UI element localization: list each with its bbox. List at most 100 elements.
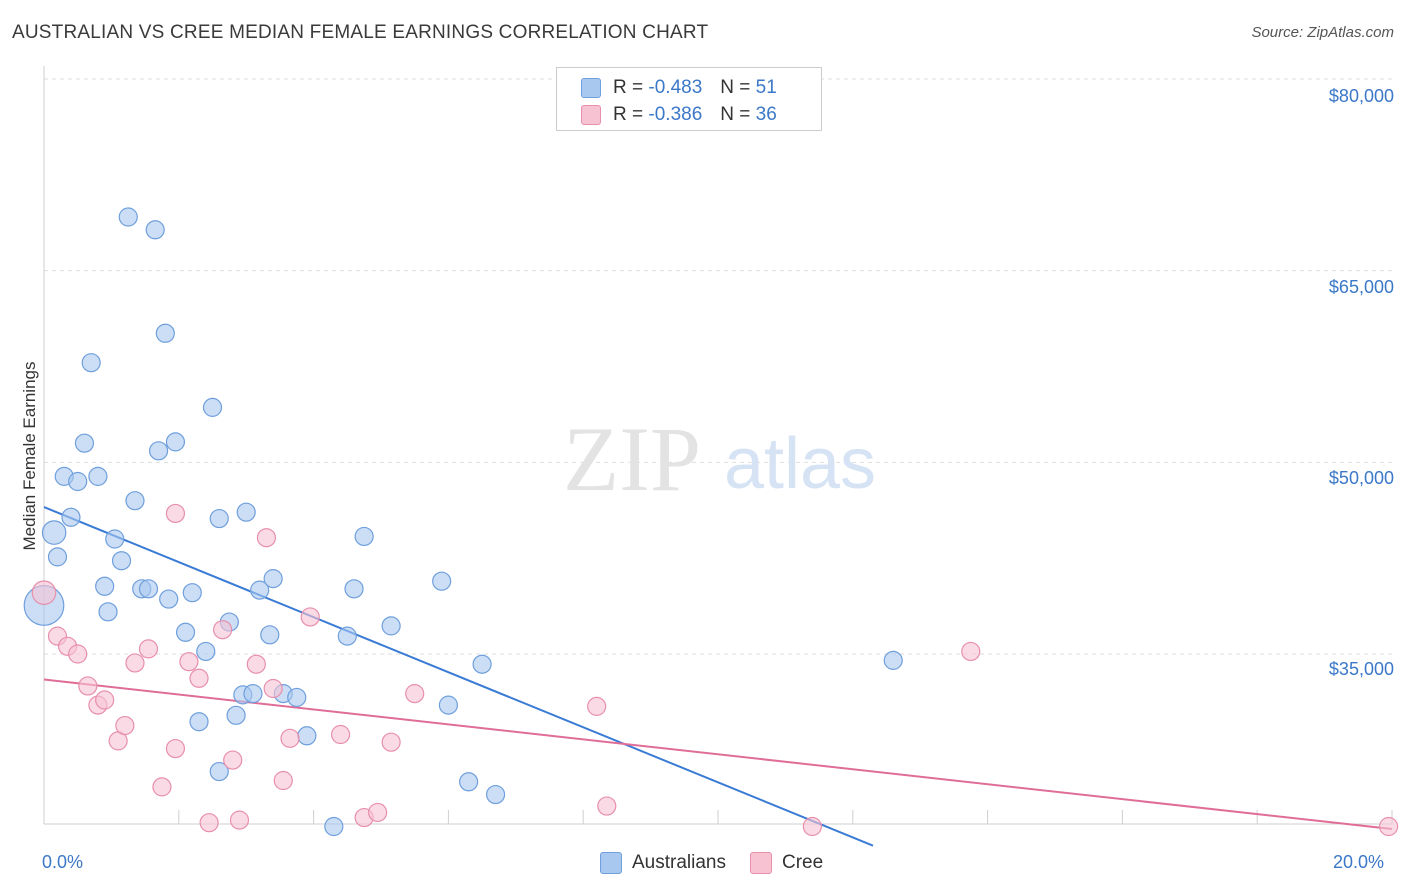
data-point [381, 616, 401, 636]
data-point [68, 471, 88, 492]
data-point [148, 441, 169, 461]
data-point [209, 761, 229, 782]
data-point [202, 397, 223, 417]
data-point [280, 728, 300, 748]
data-point [263, 678, 283, 699]
cree-swatch-icon [750, 852, 772, 874]
data-point [138, 639, 159, 659]
data-point [61, 507, 81, 527]
data-point [125, 491, 145, 511]
data-point [287, 687, 307, 708]
r-label: R = [613, 104, 644, 125]
data-point [337, 626, 357, 646]
data-point [111, 551, 132, 571]
data-point [78, 676, 98, 696]
data-point [138, 579, 159, 599]
data-point [246, 654, 266, 674]
data-point [152, 777, 172, 797]
data-point [260, 625, 280, 645]
x-tick-label: 20.0% [1333, 852, 1385, 872]
data-point [226, 705, 246, 725]
data-point [472, 654, 492, 674]
data-point [175, 622, 196, 642]
n-label: N = [720, 104, 751, 125]
data-point [189, 668, 209, 688]
data-point [199, 813, 219, 833]
data-point [243, 684, 263, 704]
data-point [88, 466, 108, 486]
data-point [165, 503, 186, 524]
y-tick-label: $65,000 [1328, 277, 1394, 297]
data-point [95, 576, 115, 596]
n-label: N = [720, 77, 751, 98]
data-point [105, 529, 125, 549]
y-tick-label: $50,000 [1328, 468, 1394, 488]
data-point [297, 726, 317, 746]
data-point [883, 650, 903, 670]
data-point [81, 353, 101, 373]
data-point [165, 432, 186, 452]
australians-swatch-icon [581, 78, 601, 98]
data-point [354, 526, 374, 547]
gridlines [44, 78, 1392, 655]
data-point [189, 712, 209, 732]
data-point [324, 816, 344, 837]
trend-lines [43, 506, 1393, 847]
data-point [98, 602, 118, 622]
data-point [368, 802, 388, 823]
data-point [31, 580, 57, 605]
legend-label: Australians [632, 852, 726, 873]
data-point [263, 569, 283, 589]
data-point [432, 571, 452, 591]
data-point [330, 724, 351, 745]
data-point [74, 433, 95, 453]
data-point [95, 690, 115, 710]
data-point [485, 784, 506, 805]
source-credit: Source: ZipAtlas.com [1251, 24, 1394, 41]
trend-line [43, 678, 1393, 831]
data-point [115, 715, 135, 736]
x-tick-label: 0.0% [42, 852, 84, 872]
data-point [587, 696, 607, 716]
r-value: -0.386 [648, 104, 703, 125]
legend-row-australians: R = -0.483 N = 51 [581, 74, 777, 102]
legend-item-cree[interactable]: Cree [750, 852, 823, 874]
data-point [68, 644, 88, 664]
series-legend: Australians Cree [600, 852, 847, 874]
data-point [196, 641, 216, 662]
data-point [165, 738, 186, 759]
data-point [145, 220, 165, 240]
y-axis-label: Median Female Earnings [20, 361, 39, 551]
r-label: R = [613, 77, 644, 98]
legend-row-cree: R = -0.386 N = 36 [581, 101, 777, 129]
watermark: ZIP atlas [563, 408, 876, 510]
data-point [155, 323, 175, 343]
data-point [344, 579, 364, 599]
trend-line [43, 506, 874, 847]
data-point [223, 750, 243, 770]
data-point [47, 547, 68, 567]
watermark-zip: ZIP [563, 408, 701, 510]
data-point [182, 583, 202, 603]
data-point [250, 580, 270, 600]
data-point [41, 520, 67, 545]
axes [43, 66, 1393, 825]
watermark-atlas: atlas [724, 424, 876, 504]
data-point [209, 508, 229, 529]
data-point [273, 770, 293, 791]
y-tick-label: $80,000 [1328, 86, 1394, 106]
data-point [597, 796, 617, 816]
data-point [118, 207, 138, 227]
data-point [256, 528, 277, 548]
data-point [961, 641, 981, 662]
data-point [179, 652, 199, 672]
n-value: 51 [755, 77, 777, 98]
r-value: -0.483 [648, 77, 703, 98]
chart-title: AUSTRALIAN VS CREE MEDIAN FEMALE EARNING… [12, 22, 709, 43]
data-point [213, 620, 233, 640]
legend-item-australians[interactable]: Australians [600, 852, 726, 874]
data-point [125, 653, 145, 673]
y-tick-label: $35,000 [1328, 659, 1394, 679]
data-points [23, 207, 1399, 837]
